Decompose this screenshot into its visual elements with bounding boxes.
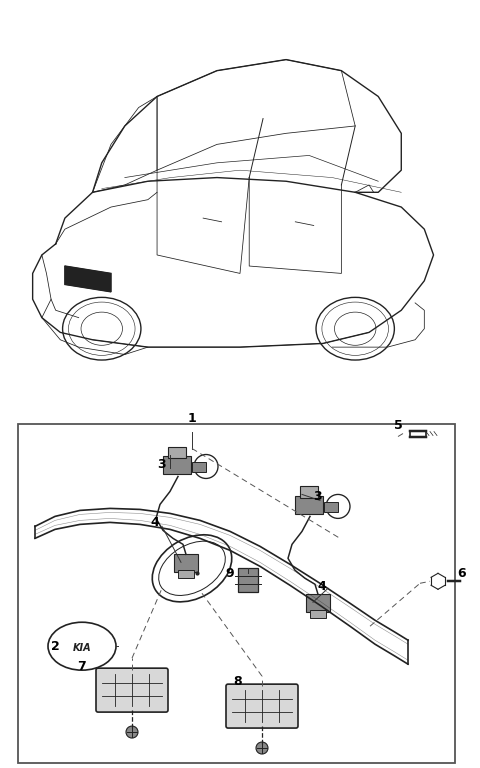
Bar (163, 456, 191, 475)
Text: KIA: KIA (72, 643, 91, 654)
Bar (192, 462, 206, 472)
Circle shape (126, 726, 138, 738)
Text: 6: 6 (458, 567, 466, 580)
Text: 5: 5 (394, 419, 402, 432)
Bar (324, 502, 338, 512)
Bar (300, 486, 318, 498)
Circle shape (256, 742, 268, 754)
Bar (18, 424, 455, 763)
Text: 7: 7 (78, 660, 86, 673)
Bar (178, 571, 194, 578)
Bar (238, 568, 258, 592)
Text: 1: 1 (188, 412, 196, 425)
FancyBboxPatch shape (226, 684, 298, 728)
Bar (168, 446, 186, 458)
FancyBboxPatch shape (96, 668, 168, 712)
Text: 2: 2 (50, 640, 60, 653)
Bar (310, 611, 326, 618)
Text: 8: 8 (234, 674, 242, 687)
Text: 9: 9 (226, 567, 234, 580)
Polygon shape (65, 266, 111, 292)
Text: 3: 3 (158, 458, 166, 471)
Text: 4: 4 (318, 580, 326, 593)
Text: 3: 3 (314, 490, 322, 503)
Text: 4: 4 (151, 516, 159, 529)
Bar (295, 496, 323, 515)
Bar (174, 554, 198, 572)
Bar (306, 594, 330, 612)
